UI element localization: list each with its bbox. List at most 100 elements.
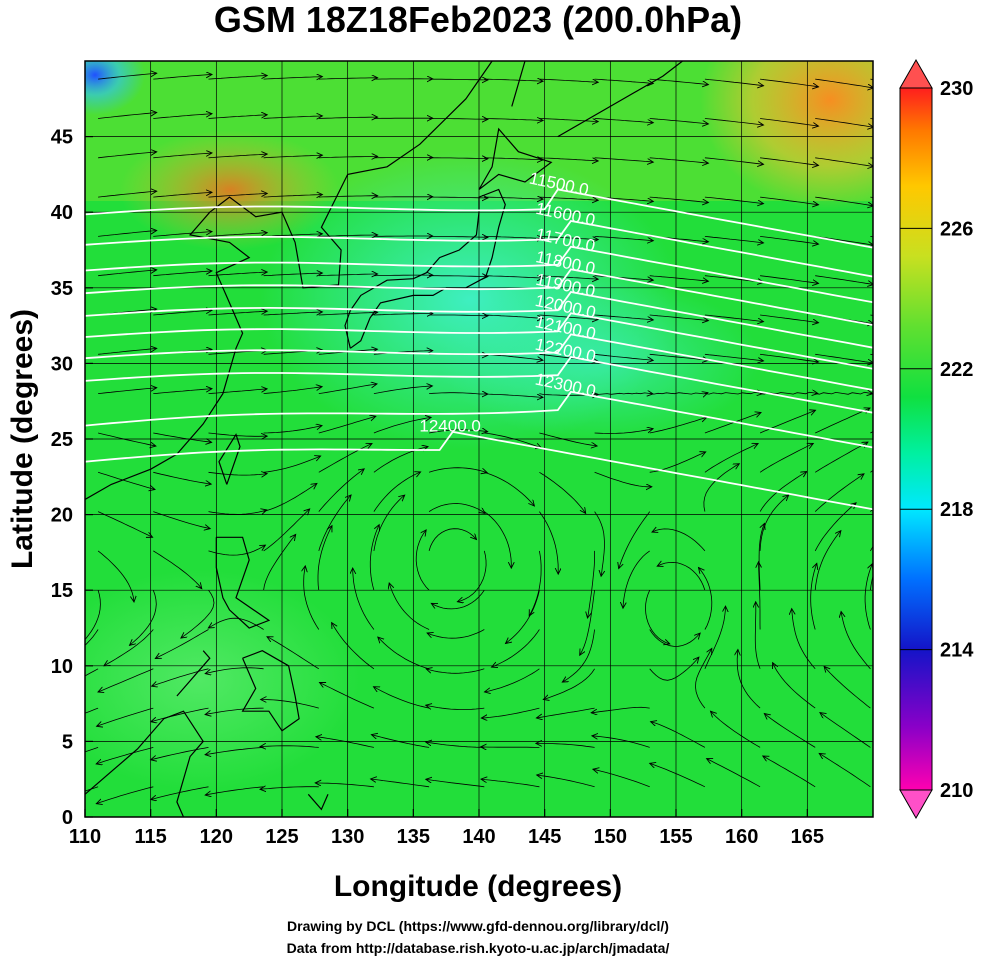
streamline	[429, 79, 488, 80]
streamline	[704, 444, 758, 473]
streamline	[760, 314, 818, 323]
streamlines	[85, 73, 873, 807]
x-axis-title: Longitude (degrees)	[334, 870, 622, 903]
streamline	[205, 747, 264, 754]
colorbar-min-arrow	[899, 789, 933, 820]
streamline	[98, 668, 154, 692]
streamline	[415, 530, 430, 591]
streamline	[428, 528, 476, 552]
streamline	[151, 707, 209, 722]
streamline	[704, 413, 761, 434]
streamline	[539, 236, 598, 239]
streamline	[457, 550, 487, 602]
streamline	[267, 637, 320, 670]
x-tick-label: 155	[659, 826, 692, 848]
streamline	[814, 442, 868, 473]
height-contour-line	[85, 188, 873, 249]
streamline	[841, 612, 871, 670]
streamline	[85, 629, 99, 646]
streamline	[650, 763, 706, 788]
streamline	[98, 231, 157, 237]
plot-area: 11500.011600.011700.011800.011900.012000…	[85, 61, 873, 817]
streamline	[429, 430, 488, 433]
streamline	[484, 353, 543, 360]
streamline	[593, 769, 650, 788]
streamline	[318, 196, 378, 197]
streamline	[704, 196, 764, 204]
colorbar-label: 218	[940, 499, 973, 521]
streamline	[153, 271, 212, 277]
streamline	[263, 116, 323, 119]
map-title: GSM 18Z18Feb2023 (200.0hPa)	[214, 0, 742, 40]
streamline	[98, 348, 157, 355]
streamline	[536, 743, 595, 748]
streamline	[153, 310, 212, 316]
coastline-segment	[218, 433, 241, 485]
streamline	[485, 668, 540, 692]
streamline	[484, 236, 543, 238]
streamline	[426, 742, 485, 748]
y-tick-label: 0	[62, 807, 73, 829]
streamline	[373, 275, 433, 276]
streamline	[369, 525, 379, 591]
streamline	[594, 429, 654, 434]
streamline	[96, 786, 154, 804]
streamline	[594, 78, 654, 83]
streamline	[318, 416, 376, 434]
streamline	[97, 707, 154, 726]
streamline	[484, 119, 543, 121]
y-tick-label: 10	[51, 656, 73, 678]
streamline	[153, 471, 211, 484]
streamline	[153, 192, 212, 198]
streamline	[481, 779, 540, 788]
x-tick-label: 125	[265, 826, 298, 848]
coastline-segment	[344, 188, 506, 349]
streamline	[815, 118, 873, 128]
streamline	[649, 353, 709, 360]
streamline	[153, 74, 212, 80]
streamline	[649, 118, 709, 124]
streamline	[318, 312, 378, 315]
streamline	[594, 157, 654, 162]
streamline	[484, 511, 511, 568]
streamline	[484, 197, 543, 199]
streamline	[649, 275, 709, 282]
streamline	[623, 550, 650, 608]
streamline	[96, 747, 154, 764]
streamline	[263, 273, 323, 276]
streamline	[208, 311, 268, 316]
streamline	[318, 117, 378, 118]
streamline	[755, 602, 761, 669]
streamline	[371, 735, 430, 748]
streamline	[429, 197, 488, 198]
streamline	[181, 589, 215, 638]
streamline	[815, 408, 870, 434]
streamline	[651, 722, 706, 748]
x-tick-label: 115	[135, 826, 167, 848]
streamline	[153, 114, 212, 119]
streamline	[539, 157, 598, 161]
streamline	[506, 590, 540, 643]
streamline	[98, 270, 157, 277]
streamline	[815, 275, 873, 285]
colorbar-label: 230	[940, 78, 973, 100]
streamline	[153, 389, 212, 394]
x-tick-label: 165	[791, 826, 824, 848]
streamline	[484, 314, 543, 318]
coastline-segment	[478, 127, 553, 190]
streamline	[864, 564, 872, 630]
x-tick-label: 160	[725, 826, 758, 848]
streamline	[737, 650, 761, 709]
streamline	[208, 154, 268, 159]
streamline	[815, 78, 873, 88]
streamline	[85, 707, 99, 714]
streamline	[153, 432, 211, 442]
streamline	[649, 417, 707, 434]
cool-region-east	[440, 280, 760, 440]
height-contour-line	[85, 390, 873, 449]
streamline	[759, 472, 807, 512]
streamline	[208, 389, 268, 394]
streamline	[85, 747, 99, 753]
colorbar-label: 226	[940, 218, 973, 240]
height-contour-line	[85, 220, 873, 278]
